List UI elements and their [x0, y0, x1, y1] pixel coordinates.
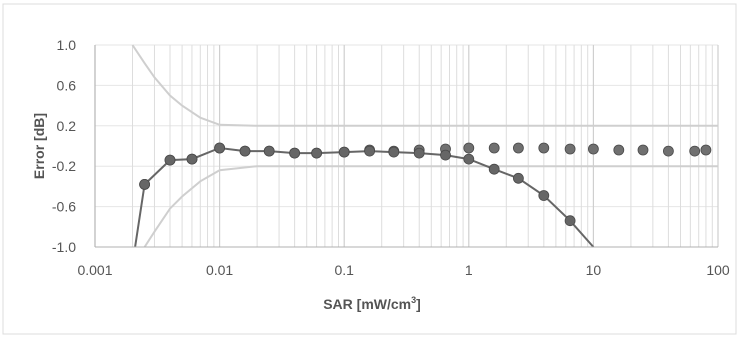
uncompensated-point: [263, 145, 275, 157]
x-tick-label: 0.001: [77, 262, 112, 278]
x-tick-label: 100: [706, 262, 730, 278]
compensated-point: [689, 145, 701, 157]
data-markers: [139, 142, 712, 227]
y-tick-label: 0.2: [57, 118, 77, 134]
uncompensated-point: [311, 147, 323, 159]
lower-uncertainty-bound-line: [143, 165, 718, 248]
compensated-point: [488, 142, 500, 154]
uncompensated-point: [139, 178, 151, 190]
uncompensated-point: [488, 163, 500, 175]
uncompensated-point: [388, 146, 400, 158]
x-tick-label: 1: [465, 262, 473, 278]
uncompensated-point: [413, 147, 425, 159]
uncompensated-point: [364, 145, 376, 157]
compensated-point: [588, 143, 599, 155]
uncompensated-point: [239, 145, 251, 157]
uncompensated-point: [289, 147, 301, 159]
x-axis-title: SAR [mW/cm3]: [323, 295, 421, 312]
compensated-point: [564, 143, 576, 155]
uncompensated-point: [214, 142, 226, 154]
x-tick-label: 0.1: [334, 262, 354, 278]
compensated-point: [637, 144, 649, 156]
y-axis-title: Error [dB]: [31, 113, 47, 179]
compensated-point: [700, 144, 712, 156]
chart-frame: [2, 3, 737, 335]
y-tick-label: -1.0: [52, 239, 76, 255]
compensated-point: [538, 142, 550, 154]
x-tick-label: 0.01: [206, 262, 233, 278]
upper-uncertainty-bound-line: [131, 44, 718, 127]
y-tick-label: 0.6: [57, 77, 77, 93]
uncompensated-point: [164, 154, 176, 166]
compensated-point: [513, 142, 524, 154]
y-tick-label: -0.6: [52, 199, 76, 215]
uncompensated-point: [186, 153, 198, 165]
uncertainty-bounds: [131, 44, 718, 248]
y-tick-label: -0.2: [52, 158, 76, 174]
uncompensated-point: [513, 172, 524, 184]
uncompensated-point: [538, 190, 550, 201]
uncompensated-point: [564, 215, 576, 227]
compensated-point: [463, 142, 475, 154]
x-tick-label: 10: [586, 262, 602, 278]
compensated-point: [613, 144, 625, 156]
compensated-point: [663, 145, 674, 157]
uncompensated-point: [338, 146, 350, 158]
tick-labels: 1.0 0.6 0.2 -0.2 -0.6 -1.00.001 0.01 0.1 1 10 100: [52, 37, 730, 278]
y-tick-label: 1.0: [57, 37, 77, 53]
axes: [94, 45, 718, 248]
uncompensated-point: [463, 153, 475, 165]
uncompensated-point: [440, 149, 451, 161]
